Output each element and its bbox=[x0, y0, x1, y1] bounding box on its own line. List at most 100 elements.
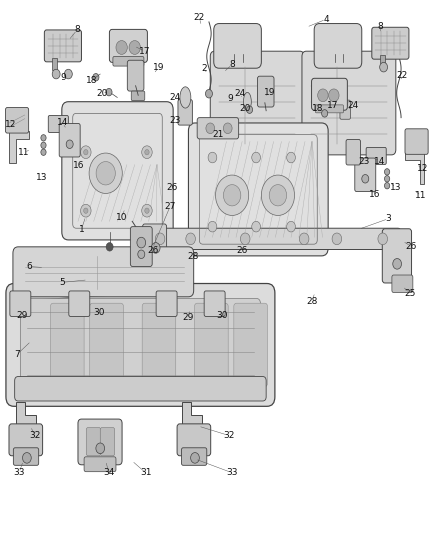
Circle shape bbox=[252, 152, 261, 163]
Text: 21: 21 bbox=[212, 130, 223, 139]
Text: 8: 8 bbox=[378, 22, 383, 31]
Circle shape bbox=[96, 161, 115, 185]
Circle shape bbox=[22, 453, 31, 463]
Polygon shape bbox=[10, 131, 29, 163]
Text: 33: 33 bbox=[13, 469, 25, 477]
Circle shape bbox=[385, 175, 390, 182]
FancyBboxPatch shape bbox=[6, 108, 28, 133]
Text: 19: 19 bbox=[153, 63, 165, 71]
Text: 8: 8 bbox=[74, 26, 80, 35]
Text: 28: 28 bbox=[306, 296, 318, 305]
Circle shape bbox=[223, 123, 232, 134]
Text: 7: 7 bbox=[14, 350, 20, 359]
Polygon shape bbox=[18, 259, 188, 301]
FancyBboxPatch shape bbox=[178, 100, 192, 125]
Text: 26: 26 bbox=[237, 246, 248, 255]
Circle shape bbox=[328, 89, 339, 102]
Circle shape bbox=[81, 146, 91, 159]
FancyBboxPatch shape bbox=[142, 303, 176, 386]
FancyBboxPatch shape bbox=[314, 23, 362, 68]
FancyBboxPatch shape bbox=[110, 29, 148, 62]
Ellipse shape bbox=[180, 87, 191, 108]
Circle shape bbox=[393, 259, 402, 269]
Circle shape bbox=[129, 41, 141, 54]
Text: 22: 22 bbox=[194, 13, 205, 22]
Circle shape bbox=[89, 153, 122, 193]
Text: 9: 9 bbox=[60, 73, 66, 82]
FancyBboxPatch shape bbox=[48, 116, 68, 133]
FancyBboxPatch shape bbox=[311, 78, 347, 110]
Circle shape bbox=[261, 175, 294, 215]
Circle shape bbox=[66, 140, 73, 149]
Circle shape bbox=[318, 89, 328, 102]
Circle shape bbox=[41, 149, 46, 156]
FancyBboxPatch shape bbox=[355, 158, 376, 191]
Text: 26: 26 bbox=[406, 242, 417, 251]
Text: 4: 4 bbox=[323, 15, 329, 24]
Text: 24: 24 bbox=[234, 89, 246, 98]
FancyBboxPatch shape bbox=[6, 284, 275, 406]
Bar bbox=[52, 58, 57, 70]
Text: 2: 2 bbox=[201, 64, 207, 72]
Circle shape bbox=[380, 62, 388, 72]
Text: 17: 17 bbox=[327, 101, 338, 110]
Circle shape bbox=[138, 250, 145, 259]
Text: 25: 25 bbox=[404, 288, 416, 297]
FancyBboxPatch shape bbox=[177, 424, 211, 456]
FancyBboxPatch shape bbox=[197, 118, 239, 139]
Text: 26: 26 bbox=[166, 183, 178, 192]
Text: 30: 30 bbox=[216, 311, 228, 320]
FancyBboxPatch shape bbox=[9, 424, 42, 456]
Bar bbox=[380, 55, 385, 63]
Circle shape bbox=[41, 135, 46, 141]
FancyBboxPatch shape bbox=[84, 457, 116, 472]
Circle shape bbox=[145, 208, 149, 213]
Circle shape bbox=[186, 233, 195, 245]
Circle shape bbox=[362, 174, 369, 183]
Circle shape bbox=[93, 74, 99, 81]
Text: 11: 11 bbox=[415, 191, 427, 200]
FancyBboxPatch shape bbox=[234, 303, 268, 386]
FancyBboxPatch shape bbox=[258, 76, 274, 107]
Text: 12: 12 bbox=[417, 164, 428, 173]
Circle shape bbox=[41, 142, 46, 149]
Circle shape bbox=[116, 41, 127, 54]
Polygon shape bbox=[182, 402, 201, 429]
FancyBboxPatch shape bbox=[382, 229, 412, 283]
FancyBboxPatch shape bbox=[131, 227, 152, 266]
Text: 10: 10 bbox=[116, 213, 127, 222]
Text: 16: 16 bbox=[73, 161, 84, 170]
Circle shape bbox=[215, 175, 249, 215]
FancyBboxPatch shape bbox=[156, 291, 177, 317]
Text: 29: 29 bbox=[16, 311, 27, 320]
Text: 13: 13 bbox=[390, 183, 402, 192]
Text: 14: 14 bbox=[57, 118, 68, 127]
Circle shape bbox=[378, 233, 388, 245]
FancyBboxPatch shape bbox=[194, 303, 228, 386]
Text: 13: 13 bbox=[35, 173, 47, 182]
FancyBboxPatch shape bbox=[188, 123, 328, 256]
FancyBboxPatch shape bbox=[147, 228, 401, 249]
Circle shape bbox=[106, 243, 113, 251]
Circle shape bbox=[247, 106, 253, 114]
Circle shape bbox=[299, 233, 309, 245]
Circle shape bbox=[145, 150, 149, 155]
FancyBboxPatch shape bbox=[44, 30, 81, 62]
Text: 23: 23 bbox=[170, 116, 181, 125]
FancyBboxPatch shape bbox=[131, 91, 145, 101]
Circle shape bbox=[206, 123, 215, 134]
Circle shape bbox=[205, 90, 212, 98]
Text: 32: 32 bbox=[223, 431, 235, 440]
Text: 12: 12 bbox=[5, 119, 16, 128]
Circle shape bbox=[151, 243, 160, 253]
Text: 24: 24 bbox=[170, 93, 181, 102]
FancyBboxPatch shape bbox=[302, 51, 396, 155]
Text: 5: 5 bbox=[59, 278, 65, 287]
FancyBboxPatch shape bbox=[62, 102, 173, 240]
FancyBboxPatch shape bbox=[372, 27, 409, 59]
FancyBboxPatch shape bbox=[340, 100, 350, 119]
Text: 23: 23 bbox=[359, 157, 370, 166]
Text: 8: 8 bbox=[229, 60, 235, 69]
Text: 14: 14 bbox=[374, 157, 385, 166]
FancyBboxPatch shape bbox=[13, 247, 194, 297]
